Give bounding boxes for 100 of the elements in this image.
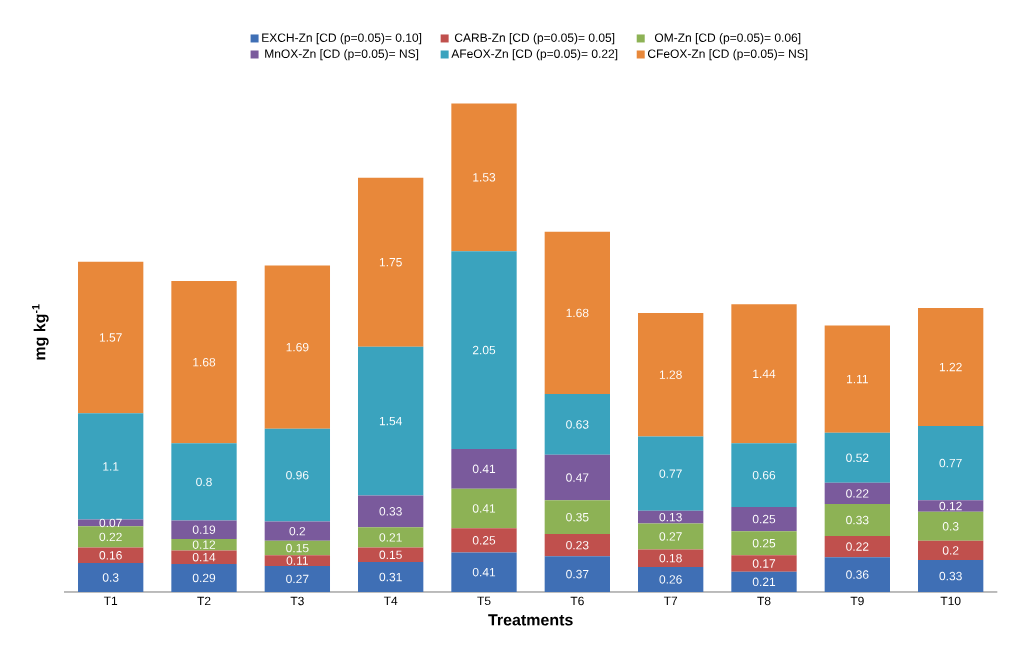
bar <box>78 526 144 548</box>
bar <box>824 432 890 483</box>
data-label: 0.12 <box>192 540 216 549</box>
bar <box>731 531 797 556</box>
data-label: 1.57 <box>99 333 122 342</box>
data-label: 0.77 <box>939 458 962 468</box>
x-tick-label: T1 <box>103 596 118 605</box>
data-label: 0.27 <box>659 532 682 541</box>
bar <box>544 500 610 535</box>
bar <box>358 346 424 496</box>
bar <box>731 507 797 532</box>
data-label: 1.68 <box>193 357 216 367</box>
data-label: 1.75 <box>379 258 402 267</box>
bar <box>918 511 984 541</box>
bar <box>638 312 704 437</box>
data-label: 0.13 <box>659 512 682 522</box>
bar <box>451 103 517 252</box>
bar <box>171 550 237 564</box>
data-label: 0.41 <box>472 464 496 474</box>
bar <box>824 504 890 536</box>
bar <box>544 556 610 592</box>
legend-label: AFeOX-Zn [CD (p=0.05)= 0.22] <box>451 49 618 61</box>
x-axis-title: Treatments <box>488 614 573 626</box>
bar <box>358 177 424 347</box>
bar <box>358 495 424 528</box>
data-label: 1.69 <box>286 342 309 352</box>
data-label: 0.47 <box>566 473 589 482</box>
data-label: 0.33 <box>379 507 402 516</box>
bar <box>638 523 704 550</box>
data-label: 0.33 <box>846 515 869 525</box>
bar <box>638 549 704 567</box>
data-label: 0.21 <box>379 533 402 542</box>
data-label: 0.15 <box>379 550 402 560</box>
data-label: 0.37 <box>566 569 589 579</box>
data-label: 0.3 <box>942 522 959 531</box>
x-tick-label: T2 <box>197 596 211 606</box>
data-label: 0.26 <box>659 575 682 584</box>
data-label: 1.1 <box>103 462 119 471</box>
bar <box>264 428 331 522</box>
x-tick-label: T6 <box>570 596 584 606</box>
x-tick-label: T9 <box>850 596 864 606</box>
bar <box>824 325 890 433</box>
data-label: 1.53 <box>473 173 496 182</box>
bar <box>824 482 890 505</box>
x-tick-label: T3 <box>290 596 304 606</box>
data-label: 0.07 <box>99 518 122 528</box>
data-label: 1.11 <box>847 374 868 384</box>
data-label: 0.41 <box>472 567 496 577</box>
bar <box>78 413 144 520</box>
data-label: 0.66 <box>752 470 776 480</box>
bar <box>731 555 797 572</box>
bar <box>918 540 984 561</box>
data-label: 0.25 <box>752 538 776 548</box>
bar <box>731 304 797 444</box>
bar <box>171 281 237 444</box>
legend-label: MnOX-Zn [CD (p=0.05)= NS] <box>265 49 419 61</box>
data-label: 0.11 <box>286 556 308 565</box>
bar <box>638 436 704 511</box>
bar <box>451 528 517 553</box>
bar <box>264 565 331 592</box>
data-label: 0.16 <box>99 551 122 560</box>
data-label: 0.25 <box>472 536 496 545</box>
data-label: 0.27 <box>286 574 309 584</box>
bar <box>451 488 517 529</box>
bar <box>264 540 331 556</box>
data-label: 0.12 <box>939 501 962 511</box>
bar <box>264 521 331 541</box>
data-label: 1.68 <box>566 308 589 318</box>
bar <box>78 547 144 564</box>
bar <box>918 500 984 512</box>
bar <box>358 527 424 548</box>
data-label: 1.44 <box>753 369 776 378</box>
data-label: 0.22 <box>846 489 869 498</box>
data-label: 0.77 <box>659 469 682 478</box>
data-label: 1.28 <box>659 370 682 379</box>
bar <box>451 552 517 592</box>
data-label: 1.22 <box>939 362 962 372</box>
data-label: 0.96 <box>286 470 309 480</box>
data-label: 0.22 <box>99 532 122 542</box>
data-label: 0.2 <box>289 526 306 536</box>
data-label: 0.19 <box>192 525 216 534</box>
data-label: 0.3 <box>102 573 119 582</box>
bar <box>78 261 144 414</box>
bar <box>918 560 984 592</box>
data-label: 0.23 <box>566 540 589 550</box>
bar <box>731 443 797 508</box>
data-label: 0.63 <box>566 420 589 429</box>
x-tick-label: T10 <box>940 596 961 606</box>
data-label: 0.8 <box>196 477 212 487</box>
data-label: 0.29 <box>192 573 216 583</box>
bar <box>358 547 424 563</box>
data-label: 0.17 <box>752 559 776 568</box>
bar <box>731 571 797 592</box>
bar <box>824 535 890 558</box>
data-label: 0.33 <box>939 571 962 581</box>
legend-label: CFeOX-Zn [CD (p=0.05)= NS] <box>647 49 808 61</box>
data-label: 1.54 <box>379 416 402 426</box>
data-label: 0.2 <box>942 546 959 555</box>
bar <box>544 454 610 501</box>
data-label: 0.22 <box>846 542 869 551</box>
